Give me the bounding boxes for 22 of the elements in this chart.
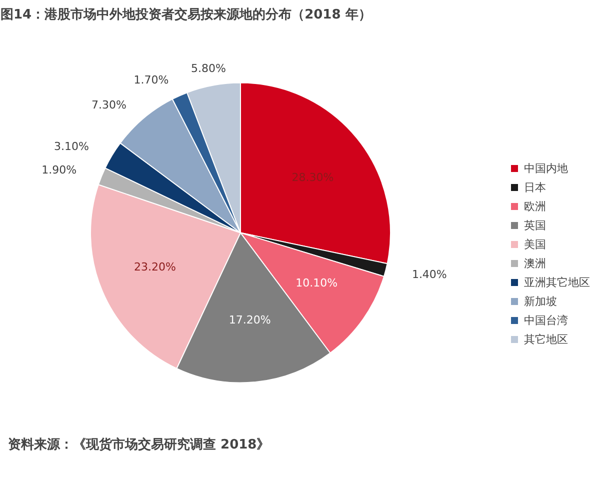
legend-label: 日本	[524, 180, 546, 194]
data-label: 3.10%	[54, 140, 90, 153]
legend-label: 中国内地	[524, 160, 568, 176]
data-label: 23.20%	[134, 260, 176, 274]
data-label: 10.10%	[296, 276, 338, 290]
text: 资料来源：《现货市场交易研究调查 2018》	[8, 436, 270, 453]
legend-label: 其它地区	[524, 332, 568, 346]
legend-label: 新加坡	[524, 294, 557, 308]
legend-label: 澳洲	[524, 256, 546, 270]
legend-label: 英国	[524, 218, 546, 232]
legend-label: 美国	[524, 236, 546, 252]
data-label: 17.20%	[228, 314, 271, 327]
data-label: 7.30%	[91, 98, 126, 112]
data-label: 5.80%	[190, 62, 226, 75]
data-label: 1.90%	[42, 163, 77, 176]
data-label: 1.40%	[412, 268, 447, 281]
chart-title: 图14：港股市场中外地投资者交易按来源地的分布（2018 年）	[0, 6, 372, 22]
legend-label: 欧洲	[524, 198, 546, 214]
data-label: 1.70%	[134, 74, 169, 87]
legend-label: 中国台湾	[524, 312, 568, 328]
data-label: 28.30%	[292, 170, 334, 184]
legend-label: 亚洲其它地区	[524, 274, 590, 290]
